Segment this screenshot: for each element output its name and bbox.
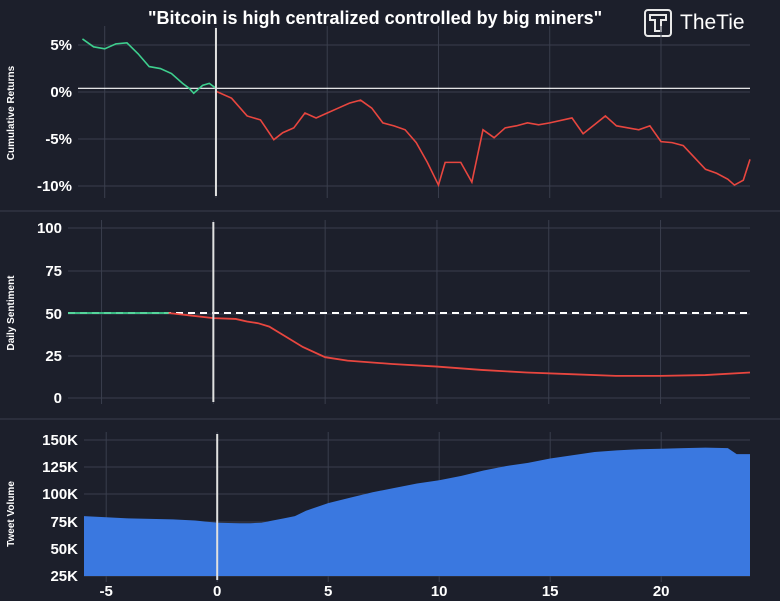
sentiment-y-tick-label: 75 (45, 263, 62, 280)
chart-title: "Bitcoin is high centralized controlled … (148, 8, 603, 28)
volume-area (84, 447, 750, 576)
x-tick-label: 10 (431, 583, 448, 600)
x-tick-label: 20 (653, 583, 670, 600)
volume-y-tick-label: 150K (42, 432, 78, 449)
sentiment-y-tick-label: 25 (45, 348, 62, 365)
x-tick-label: 0 (213, 583, 221, 600)
sentiment-y-tick-label: 50 (45, 306, 62, 323)
returns-y-axis-label: Cumulative Returns (6, 65, 17, 160)
returns-post-event-line (215, 90, 751, 188)
brand-logo: TheTie (644, 8, 745, 38)
volume-y-axis-label: Tweet Volume (6, 481, 17, 547)
returns-pre-event-line (81, 38, 217, 95)
volume-y-tick-label: 125K (42, 459, 78, 476)
volume-y-tick-label: 50K (50, 541, 78, 558)
volume-y-tick-label: 100K (42, 486, 78, 503)
x-tick-label: -5 (100, 583, 113, 600)
returns-y-tick-label: -10% (37, 178, 72, 195)
brand-name: TheTie (680, 11, 745, 34)
returns-y-tick-label: 0% (50, 84, 72, 101)
volume-y-tick-label: 75K (50, 514, 78, 531)
sentiment-y-tick-label: 100 (37, 220, 62, 237)
returns-y-tick-label: -5% (45, 131, 72, 148)
sentiment-y-tick-label: 0 (54, 390, 62, 407)
returns-y-tick-label: 5% (50, 37, 72, 54)
sentiment-post-event-line (168, 312, 751, 377)
x-tick-label: 15 (542, 583, 559, 600)
sentiment-y-axis-label: Daily Sentiment (6, 275, 17, 351)
volume-y-tick-label: 25K (50, 568, 78, 585)
x-tick-label: 5 (324, 583, 332, 600)
